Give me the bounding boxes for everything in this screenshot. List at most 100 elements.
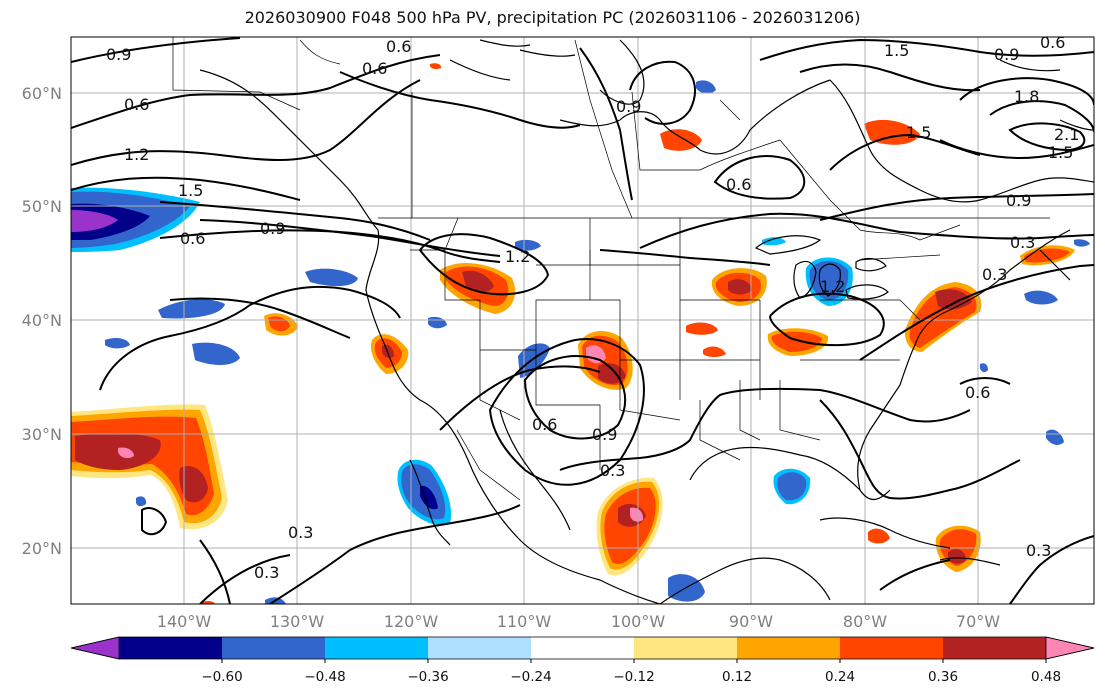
precip-area-positive: [771, 331, 822, 352]
political-boundaries: [172, 37, 1050, 501]
colorbar-tick-label: −0.60: [201, 669, 242, 685]
precip-area-negative: [136, 496, 147, 507]
contour-label: 0.9: [994, 45, 1019, 64]
precip-area-negative: [1074, 239, 1090, 247]
lat-label: 30°N: [22, 425, 62, 444]
contour-label: 0.6: [386, 37, 411, 56]
lon-label: 140°W: [157, 612, 212, 631]
lon-label: 130°W: [270, 612, 325, 631]
lon-label: 70°W: [956, 612, 1000, 631]
pv-contours: [71, 37, 1094, 604]
colorbar-tick-label: 0.48: [1031, 669, 1061, 685]
colorbar-segment: [943, 637, 1047, 659]
precip-area-positive-southern-plains: [578, 330, 633, 390]
colorbar: −0.60 −0.48 −0.36 −0.24 −0.12 0.12 0.24 0.36 0.4…: [70, 636, 1095, 685]
colorbar-tick-label: 0.24: [825, 669, 855, 685]
precip-area-positive: [202, 600, 215, 604]
contour-label: 0.3: [254, 563, 279, 582]
contour-label: 1.2: [820, 277, 845, 296]
contour-label: 0.6: [1040, 33, 1065, 52]
contour-label: 0.9: [260, 219, 285, 238]
contour-label: 0.3: [1026, 541, 1051, 560]
latitude-labels: 60°N 50°N 40°N 30°N 20°N: [22, 84, 62, 558]
map-frame: [70, 36, 1095, 605]
contour-label: 1.5: [1048, 143, 1073, 162]
precip-area-positive-upper-midwest: [711, 268, 767, 306]
colorbar-extend-low: [70, 636, 120, 660]
lon-label: 80°W: [843, 612, 887, 631]
colorbar-tick-label: 0.36: [928, 669, 958, 685]
colorbar-tick-label: −0.36: [407, 669, 448, 685]
lat-label: 40°N: [22, 311, 62, 330]
lat-label: 60°N: [22, 84, 62, 103]
colorbar-segment: [428, 637, 532, 659]
precip-area-positive: [660, 129, 702, 151]
contour-label: 0.3: [982, 265, 1007, 284]
contour-label: 1.2: [124, 145, 149, 164]
contour-label: 0.9: [106, 45, 131, 64]
map-gridlines: [71, 37, 1094, 604]
contour-label: 2.1: [1054, 125, 1079, 144]
contour-label: 0.3: [288, 523, 313, 542]
contour-label: 1.5: [178, 181, 203, 200]
colorbar-tick-label: −0.12: [613, 669, 654, 685]
precip-area-negative: [305, 268, 358, 287]
colorbar-tick-label: 0.12: [722, 669, 752, 685]
map-plot-area: 0.9 0.6 0.6 1.2 1.5 0.6 0.9 1.2 0.6 0.9 …: [71, 33, 1094, 604]
contour-label: 1.5: [884, 41, 909, 60]
contour-labels: 0.9 0.6 0.6 1.2 1.5 0.6 0.9 1.2 0.6 0.9 …: [106, 33, 1079, 582]
colorbar-segment: [325, 637, 429, 659]
contour-label: 0.9: [616, 97, 641, 116]
contour-label: 1.5: [906, 123, 931, 142]
contour-label: 0.6: [965, 383, 990, 402]
precip-area-negative: [105, 337, 130, 349]
colorbar-segment: [119, 637, 223, 659]
map-title: 2026030900 F048 500 hPa PV, precipitatio…: [244, 8, 861, 27]
contour-label: 0.6: [180, 229, 205, 248]
colorbar-tick-label: −0.24: [510, 669, 551, 685]
coastlines: [199, 39, 1094, 604]
contour-label: 0.3: [1010, 233, 1035, 252]
precip-area-positive: [686, 322, 718, 335]
precip-area-negative: [980, 363, 988, 373]
colorbar-segment: [737, 637, 841, 659]
contour-label: 0.6: [726, 175, 751, 194]
precip-area-positive: [430, 63, 442, 70]
lon-label: 110°W: [497, 612, 552, 631]
colorbar-extend-high: [1045, 636, 1095, 660]
lon-label: 90°W: [729, 612, 773, 631]
contour-label: 1.2: [505, 247, 530, 266]
colorbar-segment: [222, 637, 326, 659]
precip-area-positive: [864, 119, 920, 145]
precip-area-positive: [703, 346, 726, 357]
longitude-labels: 140°W 130°W 120°W 110°W 100°W 90°W 80°W …: [157, 612, 1000, 631]
precip-area-positive: [948, 549, 966, 564]
contour-label: 0.6: [532, 415, 557, 434]
precip-area-negative: [192, 342, 240, 365]
precip-area-negative: [762, 237, 786, 246]
contour-label: 0.6: [124, 95, 149, 114]
precip-area-positive-idaho: [440, 263, 516, 314]
contour-label: 1.8: [1014, 87, 1039, 106]
lat-label: 20°N: [22, 539, 62, 558]
contour-label: 0.6: [362, 59, 387, 78]
colorbar-segment: [634, 637, 738, 659]
precip-area-negative: [515, 239, 541, 251]
colorbar-segment: [840, 637, 944, 659]
contour-label: 0.3: [600, 461, 625, 480]
precip-area-negative: [1046, 429, 1064, 445]
precip-area-negative: [158, 299, 225, 319]
colorbar-tick-label: −0.48: [304, 669, 345, 685]
colorbar-segment: [531, 637, 635, 659]
lon-label: 100°W: [611, 612, 666, 631]
precip-area-negative: [1024, 290, 1058, 305]
contour-label: 0.9: [592, 425, 617, 444]
lon-label: 120°W: [384, 612, 439, 631]
contour-label: 0.9: [1006, 191, 1031, 210]
precip-area-positive: [868, 528, 890, 544]
lat-label: 50°N: [22, 197, 62, 216]
precip-area-negative: [518, 343, 550, 378]
colorbar-outline: [70, 636, 1095, 660]
precip-area-negative: [777, 472, 807, 501]
